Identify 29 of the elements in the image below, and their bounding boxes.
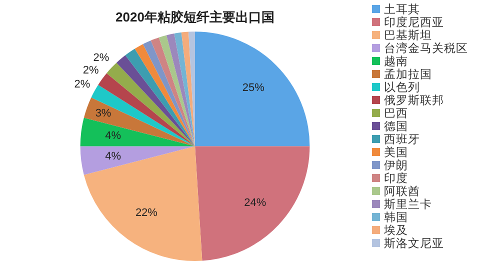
legend-label: 孟加拉国 (384, 69, 432, 81)
legend-label: 斯里兰卡 (384, 199, 432, 211)
legend-label: 以色列 (384, 82, 420, 94)
data-label: 4% (105, 130, 122, 142)
legend-label: 越南 (384, 56, 408, 68)
legend-label: 印度 (384, 173, 408, 185)
legend-label: 斯洛文尼亚 (384, 238, 444, 250)
legend-label: 巴西 (384, 108, 408, 120)
legend-label: 韩国 (384, 212, 408, 224)
data-label: 3% (95, 107, 112, 120)
legend-label: 台湾金马关税区 (384, 43, 468, 55)
legend-label: 西班牙 (384, 134, 420, 146)
legend-label: 伊朗 (384, 160, 408, 172)
data-label: 2% (74, 78, 90, 90)
legend-label: 俄罗斯联邦 (384, 95, 444, 107)
legend-label: 印度尼西亚 (384, 17, 444, 29)
data-label: 2% (93, 52, 110, 64)
data-label: 25% (242, 82, 265, 94)
data-label: 2% (82, 64, 100, 77)
legend-label: 阿联酋 (384, 186, 420, 198)
legend-label: 土耳其 (384, 4, 420, 16)
data-label: 4% (105, 150, 122, 163)
text: 2020年粘胶短纤主要出口国 (116, 9, 274, 24)
legend-label: 埃及 (384, 225, 408, 237)
legend-label: 巴基斯坦 (384, 30, 432, 42)
legend-label: 美国 (384, 147, 408, 159)
data-label: 22% (135, 207, 158, 220)
data-label: 24% (244, 196, 266, 209)
legend-label: 德国 (384, 121, 408, 133)
